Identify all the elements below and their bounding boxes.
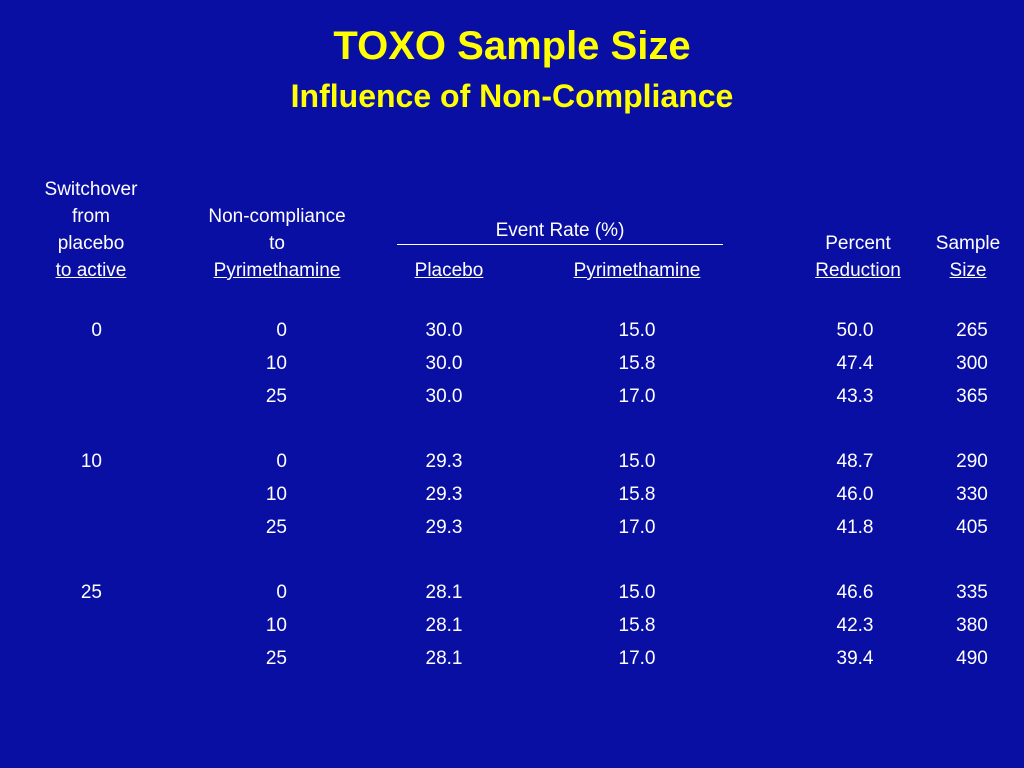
header-noncompliance: Non-compliance to Pyrimethamine	[190, 203, 364, 284]
header-switchover-line3: placebo	[57, 233, 125, 254]
header-switchover: Switchover from placebo to active	[30, 176, 152, 284]
cell-sample-size: 300	[956, 353, 988, 374]
cell-noncompliance: 10	[265, 615, 287, 636]
cell-noncompliance: 10	[265, 484, 287, 505]
event-rate-divider	[397, 244, 723, 245]
header-size: Size	[949, 260, 987, 281]
header-percent-reduction: Percent Reduction	[800, 230, 916, 284]
cell-pyrimethamine: 17.0	[618, 386, 656, 407]
cell-reduction: 46.6	[836, 582, 874, 603]
cell-pyrimethamine: 15.0	[618, 320, 656, 341]
header-placebo: Placebo	[414, 260, 484, 281]
cell-reduction: 47.4	[836, 353, 874, 374]
cell-pyrimethamine: 15.8	[618, 353, 656, 374]
cell-sample-size: 380	[956, 615, 988, 636]
cell-sample-size: 365	[956, 386, 988, 407]
header-noncompliance-line1: Non-compliance	[208, 206, 346, 227]
cell-noncompliance: 25	[265, 517, 287, 538]
cell-switchover: 0	[91, 320, 102, 341]
header-pyrimethamine: Pyrimethamine	[573, 260, 701, 281]
cell-switchover: 10	[80, 451, 102, 472]
cell-placebo: 30.0	[425, 320, 463, 341]
cell-placebo: 28.1	[425, 648, 463, 669]
header-switchover-line4: to active	[55, 260, 127, 281]
header-noncompliance-line3: Pyrimethamine	[213, 260, 341, 281]
slide-title: TOXO Sample Size	[333, 24, 691, 68]
header-reduction: Reduction	[815, 260, 901, 281]
cell-sample-size: 290	[956, 451, 988, 472]
cell-reduction: 41.8	[836, 517, 874, 538]
cell-noncompliance: 0	[276, 451, 287, 472]
header-percent: Percent	[825, 233, 891, 254]
cell-placebo: 29.3	[425, 517, 463, 538]
cell-noncompliance: 10	[265, 353, 287, 374]
cell-placebo: 28.1	[425, 582, 463, 603]
cell-placebo: 28.1	[425, 615, 463, 636]
slide-subtitle: Influence of Non-Compliance	[290, 78, 734, 114]
cell-noncompliance: 0	[276, 320, 287, 341]
cell-sample-size: 265	[956, 320, 988, 341]
cell-placebo: 30.0	[425, 353, 463, 374]
cell-placebo: 29.3	[425, 484, 463, 505]
cell-pyrimethamine: 15.8	[618, 615, 656, 636]
cell-placebo: 29.3	[425, 451, 463, 472]
header-switchover-line1: Switchover	[44, 179, 138, 200]
cell-reduction: 43.3	[836, 386, 874, 407]
cell-noncompliance: 25	[265, 386, 287, 407]
cell-sample-size: 335	[956, 582, 988, 603]
cell-reduction: 48.7	[836, 451, 874, 472]
cell-reduction: 39.4	[836, 648, 874, 669]
cell-placebo: 30.0	[425, 386, 463, 407]
header-noncompliance-line2: to	[269, 233, 285, 254]
cell-reduction: 50.0	[836, 320, 874, 341]
cell-pyrimethamine: 15.8	[618, 484, 656, 505]
cell-sample-size: 490	[956, 648, 988, 669]
header-switchover-line2: from	[72, 206, 110, 227]
cell-pyrimethamine: 15.0	[618, 582, 656, 603]
cell-switchover: 25	[80, 582, 102, 603]
cell-pyrimethamine: 17.0	[618, 517, 656, 538]
cell-pyrimethamine: 15.0	[618, 451, 656, 472]
header-sample-size: Sample Size	[922, 230, 1014, 284]
cell-reduction: 46.0	[836, 484, 874, 505]
cell-noncompliance: 25	[265, 648, 287, 669]
cell-reduction: 42.3	[836, 615, 874, 636]
cell-noncompliance: 0	[276, 582, 287, 603]
header-sample: Sample	[935, 233, 1001, 254]
cell-sample-size: 330	[956, 484, 988, 505]
header-event-rate: Event Rate (%)	[495, 220, 625, 241]
cell-sample-size: 405	[956, 517, 988, 538]
cell-pyrimethamine: 17.0	[618, 648, 656, 669]
